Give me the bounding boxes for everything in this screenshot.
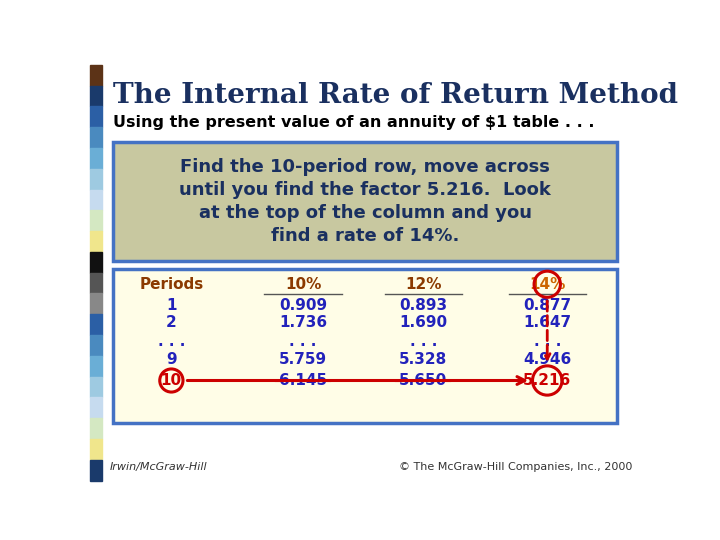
Bar — [90, 460, 102, 481]
Bar — [90, 397, 102, 418]
Text: 0.909: 0.909 — [279, 298, 327, 313]
Bar — [90, 335, 102, 356]
Text: 14%: 14% — [529, 276, 565, 292]
Bar — [90, 418, 102, 439]
Text: Periods: Periods — [139, 276, 204, 292]
Text: at the top of the column and you: at the top of the column and you — [199, 204, 531, 222]
Text: 4.946: 4.946 — [523, 352, 572, 367]
FancyBboxPatch shape — [113, 142, 617, 261]
Text: 10%: 10% — [285, 276, 321, 292]
Bar — [90, 106, 102, 127]
Text: . . .: . . . — [289, 334, 317, 349]
Text: 1.647: 1.647 — [523, 315, 571, 330]
Text: 1.690: 1.690 — [399, 315, 447, 330]
Bar — [90, 439, 102, 460]
FancyBboxPatch shape — [113, 269, 617, 423]
Text: 0.877: 0.877 — [523, 298, 571, 313]
Bar — [90, 127, 102, 148]
Text: 2: 2 — [166, 315, 176, 330]
Text: © The McGraw-Hill Companies, Inc., 2000: © The McGraw-Hill Companies, Inc., 2000 — [399, 462, 632, 472]
Bar — [90, 65, 102, 85]
Text: until you find the factor 5.216.  Look: until you find the factor 5.216. Look — [179, 181, 551, 199]
Bar — [90, 210, 102, 231]
Text: Irwin/McGraw-Hill: Irwin/McGraw-Hill — [109, 462, 207, 472]
Text: 1.736: 1.736 — [279, 315, 327, 330]
Text: find a rate of 14%.: find a rate of 14%. — [271, 227, 459, 245]
Text: 5.759: 5.759 — [279, 352, 327, 367]
Bar — [90, 168, 102, 190]
Text: 5.650: 5.650 — [399, 373, 447, 388]
Text: 1: 1 — [166, 298, 176, 313]
Bar — [90, 252, 102, 273]
Text: 5.328: 5.328 — [399, 352, 447, 367]
Text: . . .: . . . — [410, 334, 437, 349]
Bar — [90, 85, 102, 106]
Text: 10: 10 — [161, 373, 182, 388]
Text: Using the present value of an annuity of $1 table . . .: Using the present value of an annuity of… — [113, 115, 595, 130]
Text: . . .: . . . — [158, 334, 185, 349]
FancyArrowPatch shape — [187, 376, 525, 384]
Bar — [90, 231, 102, 252]
Text: Find the 10-period row, move across: Find the 10-period row, move across — [180, 158, 550, 176]
Text: The Internal Rate of Return Method: The Internal Rate of Return Method — [113, 82, 678, 109]
Text: 9: 9 — [166, 352, 176, 367]
Text: . . .: . . . — [534, 334, 561, 349]
Text: 6.145: 6.145 — [279, 373, 327, 388]
Bar — [90, 294, 102, 314]
Bar — [90, 314, 102, 335]
Text: 12%: 12% — [405, 276, 441, 292]
Bar — [90, 148, 102, 168]
Bar — [90, 377, 102, 397]
Text: 0.893: 0.893 — [399, 298, 447, 313]
Text: 5.216: 5.216 — [523, 373, 572, 388]
Bar — [90, 356, 102, 377]
Bar — [90, 273, 102, 294]
Bar — [90, 190, 102, 211]
